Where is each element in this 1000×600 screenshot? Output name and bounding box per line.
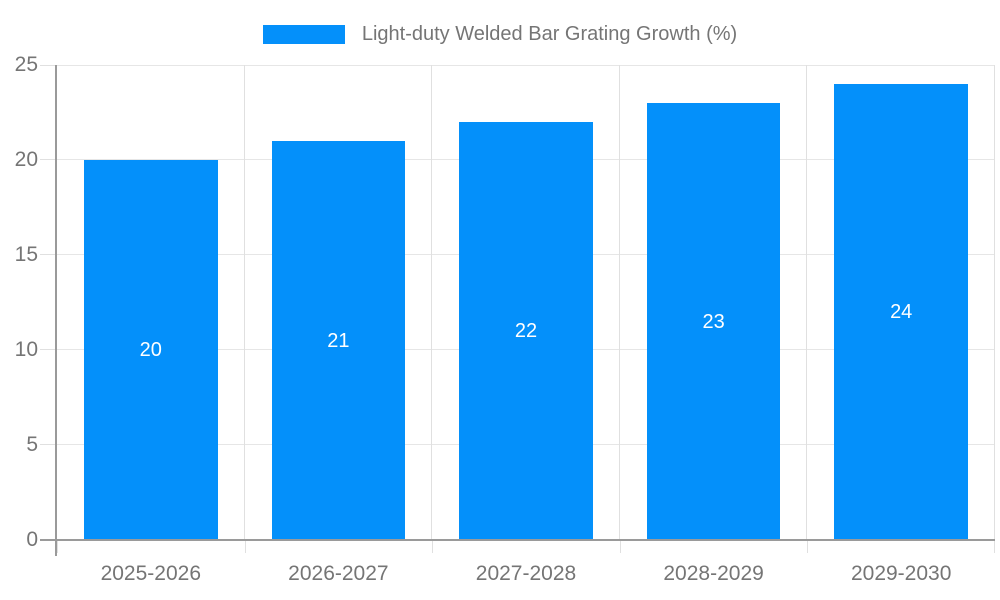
bar-value-label: 24 — [890, 301, 913, 323]
x-axis-tick — [620, 540, 621, 553]
legend-label: Light-duty Welded Bar Grating Growth (%) — [361, 23, 738, 45]
x-axis-tick — [807, 540, 808, 553]
x-axis-tick — [432, 540, 433, 553]
gridline-x — [243, 65, 245, 540]
y-axis-label: 25 — [14, 53, 38, 76]
bar: 22 — [459, 122, 593, 540]
y-axis-label: 20 — [14, 148, 38, 171]
x-axis-label: 2026-2027 — [288, 562, 389, 585]
x-axis-label: 2028-2029 — [663, 562, 764, 585]
x-axis-label: 2027-2028 — [475, 562, 577, 585]
y-axis-line — [55, 65, 57, 556]
x-axis-tick — [994, 540, 995, 553]
y-axis-label: 10 — [14, 338, 38, 361]
gridline-x — [806, 65, 808, 540]
bar-value-label: 23 — [702, 310, 725, 333]
y-axis-label: 15 — [14, 243, 38, 266]
plot-right-border — [994, 65, 995, 540]
x-axis-tick — [57, 540, 58, 553]
y-axis-tick — [40, 444, 57, 445]
y-axis-tick — [40, 349, 57, 350]
bar: 20 — [84, 160, 218, 540]
gridline-y — [57, 65, 995, 66]
gridline-x — [618, 65, 620, 540]
x-axis-label: 2025-2026 — [100, 562, 202, 585]
bar: 23 — [646, 103, 781, 540]
y-axis-tick — [40, 254, 57, 255]
y-axis-label: 0 — [26, 528, 38, 551]
y-axis-tick — [40, 159, 57, 160]
gridline-x — [431, 65, 433, 540]
x-axis-tick — [245, 540, 246, 553]
bar-value-label: 22 — [514, 320, 538, 342]
legend: Light-duty Welded Bar Grating Growth (%) — [0, 22, 1000, 46]
x-axis-line — [40, 539, 995, 541]
y-axis-label: 5 — [26, 433, 38, 456]
bar: 24 — [834, 84, 968, 540]
bar-value-label: 20 — [139, 339, 162, 361]
legend-swatch — [262, 24, 345, 44]
plot-area: 0 5 10 15 20 25 20 2025-2026 21 2026-2027 22 2027-2… — [15, 53, 995, 585]
y-axis-tick — [40, 65, 57, 66]
x-axis-label: 2029-2030 — [850, 562, 952, 585]
bar-value-label: 21 — [327, 329, 350, 352]
bar: 21 — [271, 141, 406, 540]
